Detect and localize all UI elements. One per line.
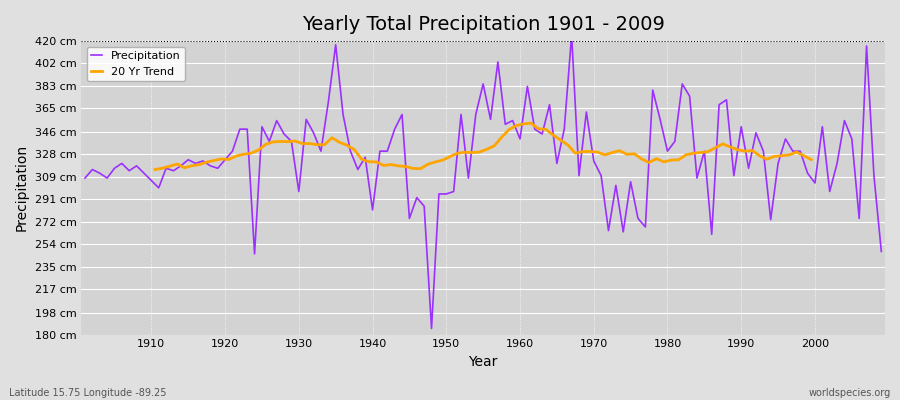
20 Yr Trend (526, 121, 536, 126)
Line: Precipitation: Precipitation (85, 35, 881, 328)
Precipitation (876, 249, 886, 254)
Y-axis label: Precipitation: Precipitation (15, 144, 29, 232)
Text: Latitude 15.75 Longitude -89.25: Latitude 15.75 Longitude -89.25 (9, 388, 166, 398)
Precipitation (79, 176, 90, 180)
20 Yr Trend (806, 157, 816, 162)
20 Yr Trend (784, 152, 795, 157)
Precipitation (301, 117, 311, 122)
Precipitation (139, 171, 149, 176)
Precipitation (426, 326, 436, 331)
20 Yr Trend (238, 152, 249, 157)
20 Yr Trend (348, 147, 359, 152)
Precipitation (515, 136, 526, 141)
Precipitation (617, 230, 628, 234)
Precipitation (345, 149, 356, 154)
20 Yr Trend (703, 149, 714, 154)
Line: 20 Yr Trend: 20 Yr Trend (155, 123, 811, 170)
Title: Yearly Total Precipitation 1901 - 2009: Yearly Total Precipitation 1901 - 2009 (302, 15, 664, 34)
Precipitation (566, 32, 577, 37)
20 Yr Trend (614, 148, 625, 153)
X-axis label: Year: Year (469, 355, 498, 369)
20 Yr Trend (717, 142, 728, 146)
Precipitation (522, 84, 533, 89)
20 Yr Trend (149, 167, 160, 172)
Legend: Precipitation, 20 Yr Trend: Precipitation, 20 Yr Trend (86, 47, 185, 81)
Text: worldspecies.org: worldspecies.org (809, 388, 891, 398)
